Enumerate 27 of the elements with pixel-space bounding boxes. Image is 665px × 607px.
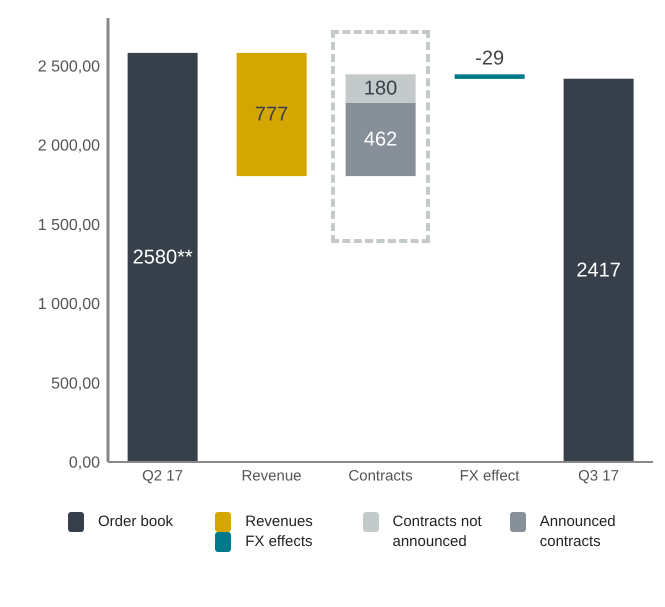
bar: [454, 74, 525, 79]
bar: [236, 52, 307, 176]
legend-label: FX effects: [245, 532, 313, 552]
data-label: 2417: [576, 259, 621, 282]
x-tick-label: Contracts: [348, 468, 413, 485]
data-label: 777: [254, 103, 288, 126]
y-tick-label: 2 500,00: [38, 58, 100, 76]
data-label: -29: [475, 47, 504, 70]
x-tick-label: Q2 17: [142, 468, 183, 485]
y-tick-label: 1 500,00: [38, 216, 100, 234]
data-label: 462: [364, 128, 398, 150]
y-tick-label: 500,00: [51, 375, 100, 392]
bar: [128, 52, 198, 462]
data-label: 2580**: [132, 246, 193, 268]
legend-label: Announced contracts: [540, 512, 617, 552]
x-tick-label: FX effect: [460, 468, 520, 485]
x-tick-label: Revenue: [241, 468, 302, 485]
legend-label: Order book: [98, 512, 174, 532]
bar: [346, 102, 416, 176]
bar: [564, 78, 634, 462]
y-tick-label: 0,00: [68, 454, 100, 472]
data-label: 180: [364, 78, 398, 100]
x-tick-label: Q3 17: [578, 468, 619, 485]
y-tick-label: 1 000,00: [38, 296, 100, 314]
legend-label: Contracts not announced: [392, 512, 483, 552]
legend-label: Revenues: [245, 512, 313, 532]
y-tick-label: 2 000,00: [38, 138, 100, 155]
